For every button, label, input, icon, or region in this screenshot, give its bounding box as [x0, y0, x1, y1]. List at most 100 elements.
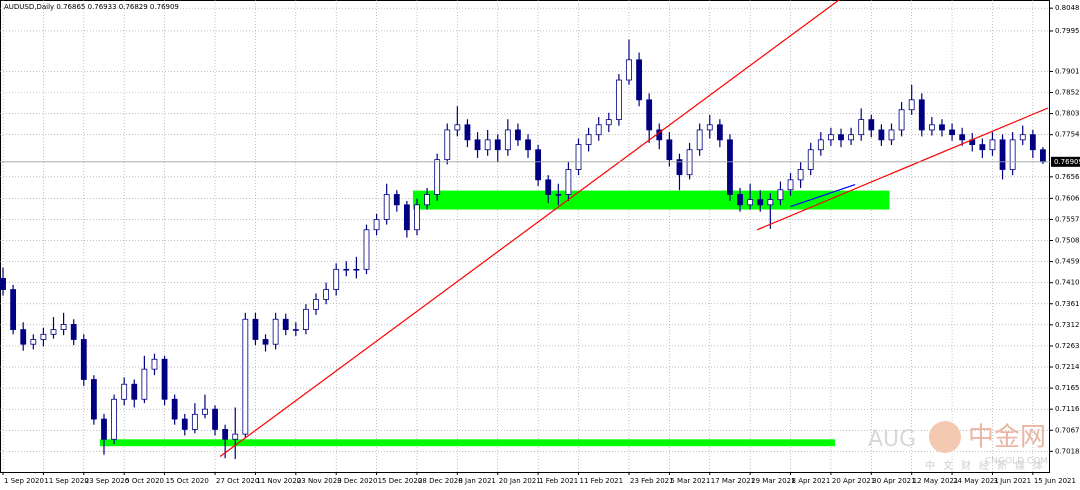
candle-body	[232, 433, 239, 440]
candle-body	[424, 194, 430, 206]
candle-body	[494, 139, 501, 151]
candle-body	[313, 299, 319, 310]
candle-body	[757, 199, 764, 206]
current-price-label: 0.76909	[1054, 158, 1080, 166]
candle-body	[908, 99, 915, 111]
candle-body	[666, 139, 673, 161]
trend-line	[756, 107, 1049, 231]
candle-body	[414, 204, 420, 231]
x-tick-label: 30 Apr 2021	[872, 477, 915, 485]
x-tick-label: 5 Oct 2020	[125, 477, 164, 485]
candle-body	[151, 358, 158, 370]
candle-body	[90, 379, 97, 420]
candle-body	[282, 318, 289, 330]
x-tick-label: 1 Sep 2020	[4, 477, 44, 485]
trend-line	[790, 184, 856, 208]
watermark-text: 中文财经新媒体	[925, 459, 1051, 472]
candle-body	[888, 129, 895, 141]
candle-body	[10, 289, 17, 330]
candle-body	[1019, 134, 1026, 141]
candle-body	[807, 149, 814, 170]
candle-body	[454, 124, 461, 131]
candle-body	[545, 179, 552, 195]
current-price-box	[1051, 156, 1080, 167]
candle-body	[727, 139, 733, 195]
x-tick-label: 20 Apr 2021	[832, 477, 875, 485]
candle-body	[50, 329, 57, 335]
candle-body	[343, 268, 350, 271]
candle-body	[989, 139, 996, 151]
candle-body	[575, 144, 582, 170]
candle-body	[60, 324, 67, 330]
candle-body	[171, 398, 178, 420]
x-tick-label: 3 Dec 2020	[337, 477, 377, 485]
watermark: AUG 中金网 CNGOLD.COM 中文财经新媒体	[868, 421, 1051, 472]
candle-body	[979, 144, 986, 151]
candle-body	[595, 124, 602, 136]
candle-body	[636, 59, 642, 101]
x-tick-label: 20 Jan 2021	[499, 477, 541, 485]
candle-body	[111, 398, 117, 440]
candle-body	[787, 179, 794, 191]
x-tick-label: 11 Nov 2020	[256, 477, 301, 485]
candle-body	[949, 129, 955, 136]
x-tick-label: 27 Oct 2020	[216, 477, 259, 485]
x-tick-label: 23 Sep 2020	[85, 477, 129, 485]
candle-body	[212, 408, 218, 430]
x-tick-label: 23 Nov 2020	[297, 477, 342, 485]
x-tick-label: 3 Jun 2021	[993, 477, 1031, 485]
trend-line	[219, 0, 840, 457]
x-tick-label: 28 Dec 2020	[418, 477, 463, 485]
candle-body	[484, 139, 491, 151]
candle-body	[515, 129, 521, 141]
candle-body	[272, 318, 279, 345]
candle-body	[676, 159, 683, 176]
x-tick-label: 15 Oct 2020	[166, 477, 209, 485]
watermark-text: 中金网	[968, 423, 1046, 453]
x-tick-label: 5 Mar 2021	[670, 477, 710, 485]
candle-body	[434, 159, 441, 195]
support-zone	[99, 439, 835, 447]
candle-body	[242, 318, 249, 435]
candle-body	[161, 358, 168, 400]
watermark-logo	[929, 421, 961, 453]
candle-body	[20, 329, 27, 345]
candle-body	[444, 129, 451, 161]
candle-body	[999, 139, 1006, 170]
candle-body	[373, 219, 380, 231]
candle-body	[555, 194, 562, 196]
candle-body	[535, 149, 542, 181]
candle-body	[928, 124, 935, 131]
x-tick-label: 24 May 2021	[953, 477, 999, 485]
candle-body	[565, 169, 572, 195]
watermark-text: AUG	[868, 427, 916, 452]
x-tick-label: 23 Feb 2021	[630, 477, 674, 485]
candle-body	[898, 109, 905, 131]
candle-body	[696, 129, 703, 151]
candle-body	[181, 418, 188, 430]
candle-body	[767, 199, 774, 206]
candle-body	[303, 308, 309, 330]
candle-body	[403, 204, 410, 231]
candle-body	[80, 339, 87, 380]
candle-body	[333, 268, 340, 290]
candle-body	[605, 119, 612, 126]
candle-body	[252, 318, 259, 340]
plot-frame	[0, 0, 1050, 473]
x-tick-label: 8 Apr 2021	[792, 477, 831, 485]
candle-body	[838, 134, 844, 141]
candle-body	[222, 429, 229, 440]
x-tick-label: 15 Dec 2020	[378, 477, 423, 485]
